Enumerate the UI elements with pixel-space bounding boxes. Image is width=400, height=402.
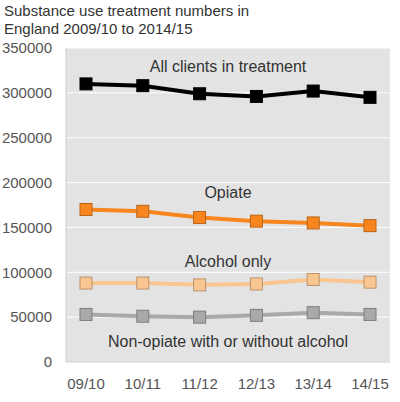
svg-text:10/11: 10/11 xyxy=(125,375,161,392)
svg-text:200000: 200000 xyxy=(8,174,52,191)
svg-text:Alcohol only: Alcohol only xyxy=(185,253,271,270)
svg-text:150000: 150000 xyxy=(8,219,52,236)
svg-text:14/15: 14/15 xyxy=(351,375,389,392)
html-text:Substance use treatment number: Substance use treatment numbers in Engla… xyxy=(4,2,250,37)
svg-text:09/10: 09/10 xyxy=(67,375,105,392)
svg-text:250000: 250000 xyxy=(8,129,52,146)
svg-text:All clients in treatment: All clients in treatment xyxy=(150,58,307,75)
svg-text:Non-opiate with or without alc: Non-opiate with or without alcohol xyxy=(108,333,348,350)
svg-text:12/13: 12/13 xyxy=(238,375,276,392)
svg-text:11/12: 11/12 xyxy=(181,375,217,392)
svg-text:13/14: 13/14 xyxy=(294,375,332,392)
svg-text:350000: 350000 xyxy=(8,39,52,56)
svg-text:50000: 50000 xyxy=(10,308,52,325)
svg-text:300000: 300000 xyxy=(8,84,52,101)
svg-text:100000: 100000 xyxy=(8,264,52,281)
svg-text:Opiate: Opiate xyxy=(204,184,251,201)
svg-text:0: 0 xyxy=(44,353,52,370)
